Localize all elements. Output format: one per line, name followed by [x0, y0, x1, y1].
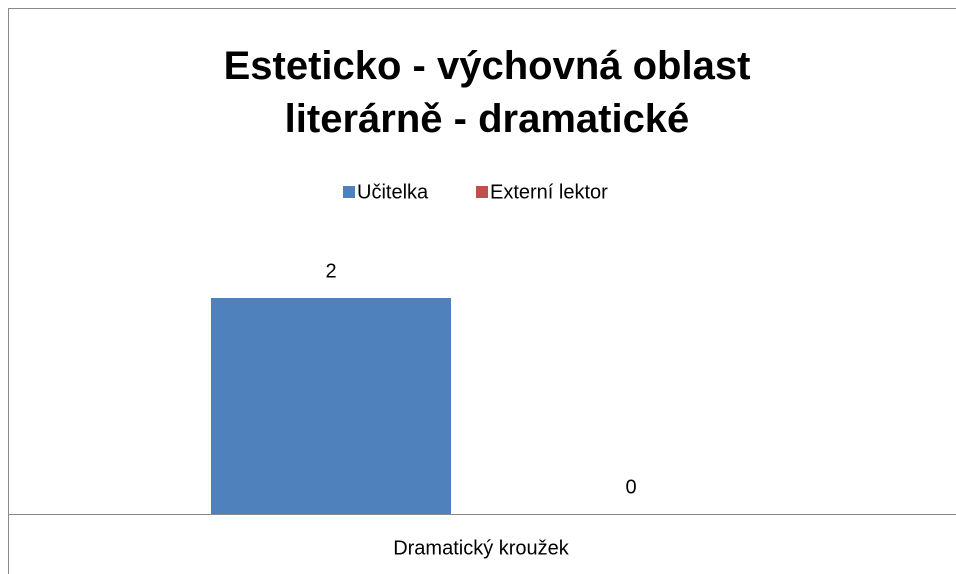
data-label: 2 — [325, 260, 336, 282]
chart-border — [8, 8, 956, 574]
data-label: 0 — [625, 476, 636, 498]
x-tick-label: Dramatický kroužek — [393, 537, 570, 559]
legend-swatch — [343, 186, 355, 198]
legend-label: Externí lektor — [490, 181, 608, 203]
bar — [211, 298, 451, 514]
legend-label: Učitelka — [357, 181, 429, 203]
chart-title: Esteticko - výchovná oblast literárně - … — [223, 44, 751, 141]
legend-swatch — [476, 186, 488, 198]
